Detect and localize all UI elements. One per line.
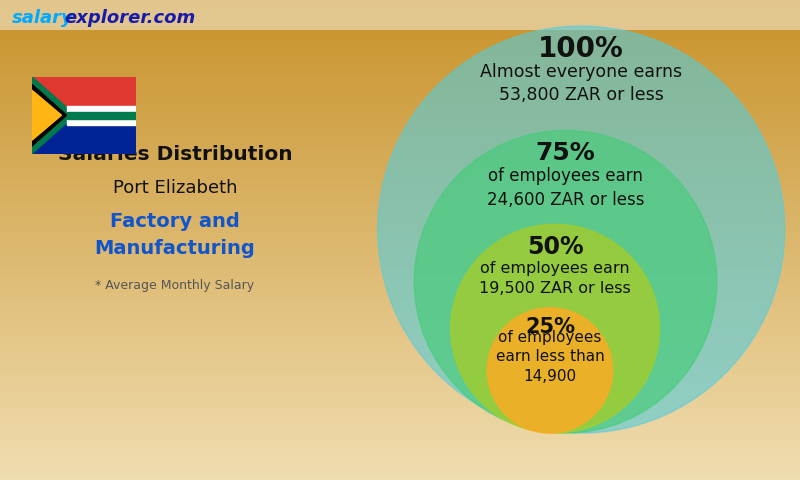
Bar <box>32 115 136 154</box>
Text: of employees
earn less than
14,900: of employees earn less than 14,900 <box>495 330 604 384</box>
Text: 25%: 25% <box>525 317 575 336</box>
Polygon shape <box>32 90 62 140</box>
Text: * Average Monthly Salary: * Average Monthly Salary <box>95 278 254 291</box>
Text: of employees earn
24,600 ZAR or less: of employees earn 24,600 ZAR or less <box>487 167 644 209</box>
Circle shape <box>378 26 785 433</box>
Text: Almost everyone earns
53,800 ZAR or less: Almost everyone earns 53,800 ZAR or less <box>480 63 682 104</box>
Text: salary: salary <box>12 9 74 27</box>
Text: Salaries Distribution: Salaries Distribution <box>58 145 292 165</box>
Bar <box>66 119 136 125</box>
Text: Port Elizabeth: Port Elizabeth <box>113 179 238 197</box>
Bar <box>32 77 136 115</box>
Polygon shape <box>32 77 75 154</box>
Bar <box>66 112 136 119</box>
Circle shape <box>487 308 613 433</box>
Bar <box>0 0 800 30</box>
Circle shape <box>450 224 659 433</box>
Text: 100%: 100% <box>538 35 624 63</box>
Text: 50%: 50% <box>527 235 583 259</box>
Text: of employees earn
19,500 ZAR or less: of employees earn 19,500 ZAR or less <box>479 261 631 296</box>
Text: Factory and
Manufacturing: Factory and Manufacturing <box>94 212 255 258</box>
Circle shape <box>414 131 717 433</box>
Bar <box>66 106 136 112</box>
Text: explorer.com: explorer.com <box>64 9 195 27</box>
Text: 75%: 75% <box>536 142 595 166</box>
Polygon shape <box>32 84 66 146</box>
